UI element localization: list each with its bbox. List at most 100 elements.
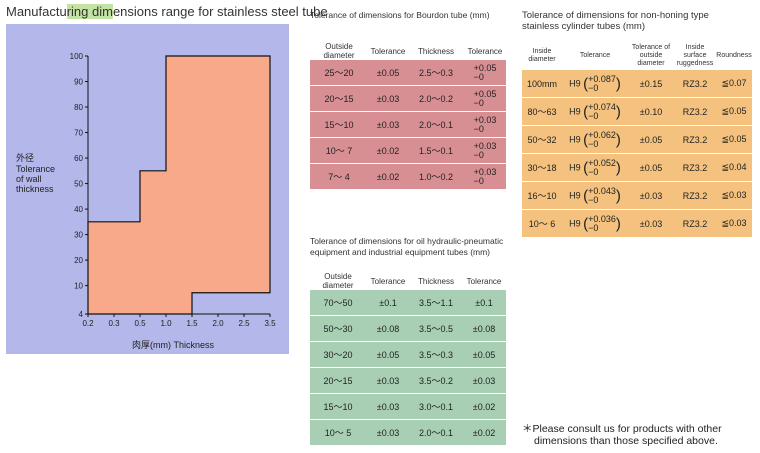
cell-thickness: 3.0～0.1 xyxy=(410,394,462,420)
page-title: Manufacturing dimensions range for stain… xyxy=(6,4,328,19)
cell-thickness: 3.5～0.3 xyxy=(410,342,462,368)
footnote: ＊Please consult us for products with oth… xyxy=(522,423,722,447)
y-tick-label: 100 xyxy=(70,52,84,61)
cell-outside-diameter: 25～20 xyxy=(310,60,368,86)
table-row: 10～ 7 ±0.02 1.5～0.1 +0.03 −0 xyxy=(310,138,506,164)
tolerance-plus: +0.03 xyxy=(473,114,497,125)
cell-thickness-tolerance: +0.03 −0 xyxy=(464,164,506,190)
table-row: 50～32 H9 (+0.062 −0) ±0.05 RZ3.2 ≦0.05 xyxy=(522,126,752,154)
tolerance-minus: −0 xyxy=(473,149,484,160)
cell-tolerance: H9 (+0.062 −0) xyxy=(562,126,628,154)
x-tick-label: 2.5 xyxy=(238,319,250,328)
tolerance-grade: H9 xyxy=(569,77,581,88)
y-tick-label: 20 xyxy=(74,256,83,265)
cell-thickness-tolerance: ±0.02 xyxy=(462,394,506,420)
cell-thickness-tolerance: +0.03 −0 xyxy=(464,112,506,138)
cell-tolerance: ±0.08 xyxy=(366,316,410,342)
x-tick-label: 2.0 xyxy=(212,319,224,328)
cell-ruggedness: RZ3.2 xyxy=(674,70,716,98)
nonhoning-table: Inside diameter Tolerance Tolerance of o… xyxy=(522,42,752,238)
tolerance-plus: +0.03 xyxy=(473,166,497,177)
cell-outside-diameter: 50～30 xyxy=(310,316,366,342)
cell-roundness: ≦0.03 xyxy=(716,210,752,238)
y-tick-label: 90 xyxy=(74,78,83,87)
table-row: 30～18 H9 (+0.052 −0) ±0.05 RZ3.2 ≦0.04 xyxy=(522,154,752,182)
cell-inside-diameter: 100mm xyxy=(522,70,562,98)
cell-outside-diameter: 15～10 xyxy=(310,112,368,138)
cell-thickness: 1.0～0.2 xyxy=(408,164,464,190)
cell-ruggedness: RZ3.2 xyxy=(674,210,716,238)
nonhoning-table-title-line: stainless cylinder tubes (mm) xyxy=(522,21,646,32)
table-row: 10～ 5 ±0.03 2.0～0.1 ±0.02 xyxy=(310,420,506,446)
cell-tolerance: H9 (+0.087 −0) xyxy=(562,70,628,98)
tolerance-plus: +0.05 xyxy=(473,88,497,99)
tolerance-minus: −0 xyxy=(588,194,599,205)
cell-roundness: ≦0.05 xyxy=(716,126,752,154)
tolerance-plus: +0.087 xyxy=(588,73,616,84)
column-header: Roundness xyxy=(716,52,752,59)
tolerance-plus: +0.043 xyxy=(588,185,616,196)
tolerance-minus: −0 xyxy=(473,97,484,108)
column-header: Tolerance xyxy=(370,46,406,56)
cell-ruggedness: RZ3.2 xyxy=(674,98,716,126)
table-row: 20～15 ±0.03 3.5～0.2 ±0.03 xyxy=(310,368,506,394)
cell-outside-tolerance: ±0.05 xyxy=(628,154,674,182)
cell-tolerance: H9 (+0.043 −0) xyxy=(562,182,628,210)
oil-table: Outside diameter Tolerance Thickness Tol… xyxy=(310,272,506,446)
bourdon-table-title: Tolerance of dimensions for Bourdon tube… xyxy=(310,10,490,20)
cell-inside-diameter: 16～10 xyxy=(522,182,562,210)
cell-outside-tolerance: ±0.03 xyxy=(628,210,674,238)
column-header: Tolerance of outside diameter xyxy=(631,44,671,67)
y-axis-label: Tolerance of wall thickness xyxy=(16,164,55,194)
cell-outside-tolerance: ±0.15 xyxy=(628,70,674,98)
cell-outside-diameter: 20～15 xyxy=(310,86,368,112)
cell-outside-diameter: 70～50 xyxy=(310,290,366,316)
footnote-line: ＊Please consult us for products with oth… xyxy=(522,423,722,435)
y-tick-label: 4 xyxy=(79,310,84,319)
tolerance-plus: +0.03 xyxy=(473,140,497,151)
cell-tolerance: ±0.03 xyxy=(366,394,410,420)
cell-tolerance: ±0.03 xyxy=(366,368,410,394)
cell-tolerance: ±0.1 xyxy=(366,290,410,316)
x-tick-label: 0.2 xyxy=(82,319,94,328)
table-header-row: Outside diameter Tolerance Thickness Tol… xyxy=(310,272,506,290)
y-axis-label-line: of wall xyxy=(16,174,42,184)
column-header: Tolerance xyxy=(467,46,503,56)
table-row: 7～ 4 ±0.02 1.0～0.2 +0.03 −0 xyxy=(310,164,506,190)
y-axis-label-jp: 外径 xyxy=(16,153,35,163)
tolerance-grade: H9 xyxy=(569,189,581,200)
column-header: Inside diameter xyxy=(528,48,556,63)
cell-thickness: 3.5～1.1 xyxy=(410,290,462,316)
cell-tolerance: ±0.02 xyxy=(368,138,408,164)
tolerance-minus: −0 xyxy=(588,222,599,233)
cell-outside-diameter: 20～15 xyxy=(310,368,366,394)
tolerance-minus: −0 xyxy=(588,110,599,121)
cell-ruggedness: RZ3.2 xyxy=(674,182,716,210)
tolerance-plus: +0.05 xyxy=(473,62,497,73)
cell-thickness-tolerance: ±0.1 xyxy=(462,290,506,316)
footnote-line: dimensions than those specified above. xyxy=(534,435,718,447)
table-row: 10～ 6 H9 (+0.036 −0) ±0.03 RZ3.2 ≦0.03 xyxy=(522,210,752,238)
tolerance-plus: +0.074 xyxy=(588,101,616,112)
table-row: 80～63 H9 (+0.074 −0) ±0.10 RZ3.2 ≦0.05 xyxy=(522,98,752,126)
cell-thickness-tolerance: ±0.08 xyxy=(462,316,506,342)
table-row: 25～20 ±0.05 2.5～0.3 +0.05 −0 xyxy=(310,60,506,86)
table-row: 15～10 ±0.03 2.0～0.1 +0.03 −0 xyxy=(310,112,506,138)
cell-tolerance: H9 (+0.074 −0) xyxy=(562,98,628,126)
table-row: 16～10 H9 (+0.043 −0) ±0.03 RZ3.2 ≦0.03 xyxy=(522,182,752,210)
cell-thickness: 3.5～0.5 xyxy=(410,316,462,342)
x-tick-label: 3.5 xyxy=(264,319,276,328)
cell-tolerance: H9 (+0.052 −0) xyxy=(562,154,628,182)
column-header: Tolerance xyxy=(579,52,611,59)
y-axis-label-line: Tolerance xyxy=(16,164,56,174)
cell-tolerance: ±0.05 xyxy=(366,342,410,368)
cell-thickness-tolerance: +0.05 −0 xyxy=(464,60,506,86)
cell-roundness: ≦0.03 xyxy=(716,182,752,210)
cell-roundness: ≦0.05 xyxy=(716,98,752,126)
cell-tolerance: ±0.03 xyxy=(368,86,408,112)
cell-thickness: 2.0～0.2 xyxy=(408,86,464,112)
cell-tolerance: ±0.03 xyxy=(368,112,408,138)
tolerance-minus: −0 xyxy=(473,123,484,134)
oil-table-title-line: Tolerance of dimensions for oil hydrauli… xyxy=(310,236,504,246)
tolerance-minus: −0 xyxy=(473,71,484,82)
